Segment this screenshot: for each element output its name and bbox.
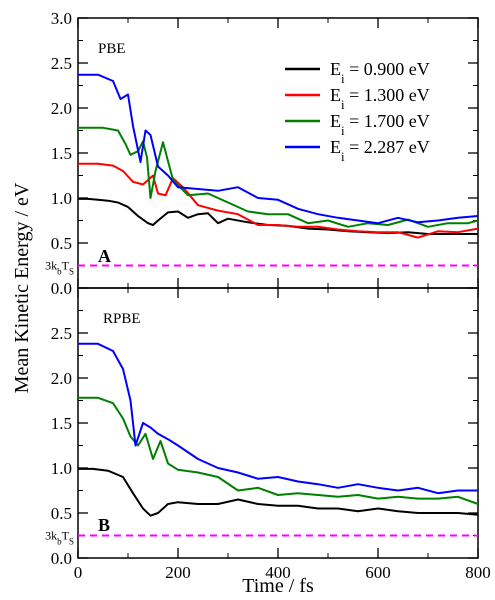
series-lines-a: [78, 73, 479, 239]
legend-entry: Ei = 1.700 eV: [330, 111, 430, 138]
y-tick-label: 0.0: [51, 549, 72, 568]
y-tick-label: 1.0: [51, 459, 72, 478]
y-tick-label: 0.5: [51, 234, 72, 253]
series-line: [78, 197, 478, 235]
y-tick-label: 2.0: [51, 99, 72, 118]
method-label-rpbe: RPBE: [103, 311, 141, 327]
axis-ticks-b: 0.0 0.5 1.0 1.5 2.0 2.5 0 200 400 600 800: [51, 288, 491, 582]
panel-a: 0.0 0.5 1.0 1.5 2.0 2.5 3.0 3kbTS PBE A Ei = 0…: [45, 9, 479, 298]
series-line: [78, 162, 479, 239]
x-tick-label: 0: [74, 563, 83, 582]
panel-label-b: B: [98, 515, 110, 535]
y-axis-title: Mean Kinetic Energy / eV: [11, 182, 33, 393]
legend-entry: Ei = 2.287 eV: [330, 137, 430, 164]
series-lines-b: [78, 342, 479, 517]
y-tick-label: 1.5: [51, 144, 72, 163]
panel-label-a: A: [98, 246, 111, 266]
reference-line-b: 3kbTS: [45, 529, 478, 547]
plot-frame-b: [77, 287, 479, 559]
y-tick-label: 1.0: [51, 189, 72, 208]
series-line: [78, 73, 479, 225]
legend-entry: Ei = 0.900 eV: [330, 59, 430, 86]
y-tick-label: 2.0: [51, 369, 72, 388]
series-line: [78, 396, 479, 505]
reference-label: 3kbTS: [45, 259, 74, 277]
y-tick-label: 0.0: [51, 279, 72, 298]
y-tick-label: 3.0: [51, 9, 72, 28]
reference-label: 3kbTS: [45, 529, 74, 547]
x-tick-label: 400: [265, 563, 291, 582]
axis-ticks-a: 0.0 0.5 1.0 1.5 2.0 2.5 3.0: [51, 9, 479, 298]
x-tick-label: 200: [165, 563, 191, 582]
legend-entry: Ei = 1.300 eV: [330, 85, 430, 112]
panel-b: 0.0 0.5 1.0 1.5 2.0 2.5 0 200 400 600 800 3kbTS RP…: [45, 287, 491, 582]
series-line: [78, 126, 479, 228]
y-tick-label: 0.5: [51, 504, 72, 523]
x-tick-label: 600: [365, 563, 391, 582]
method-label-pbe: PBE: [98, 41, 126, 57]
y-tick-label: 2.5: [51, 324, 72, 343]
reference-line-a: 3kbTS: [45, 259, 478, 277]
x-axis-title: Time / fs: [242, 575, 314, 597]
x-tick-label: 800: [465, 563, 491, 582]
y-tick-label: 1.5: [51, 414, 72, 433]
series-line: [78, 342, 478, 495]
y-tick-label: 2.5: [51, 54, 72, 73]
series-line: [78, 467, 479, 517]
